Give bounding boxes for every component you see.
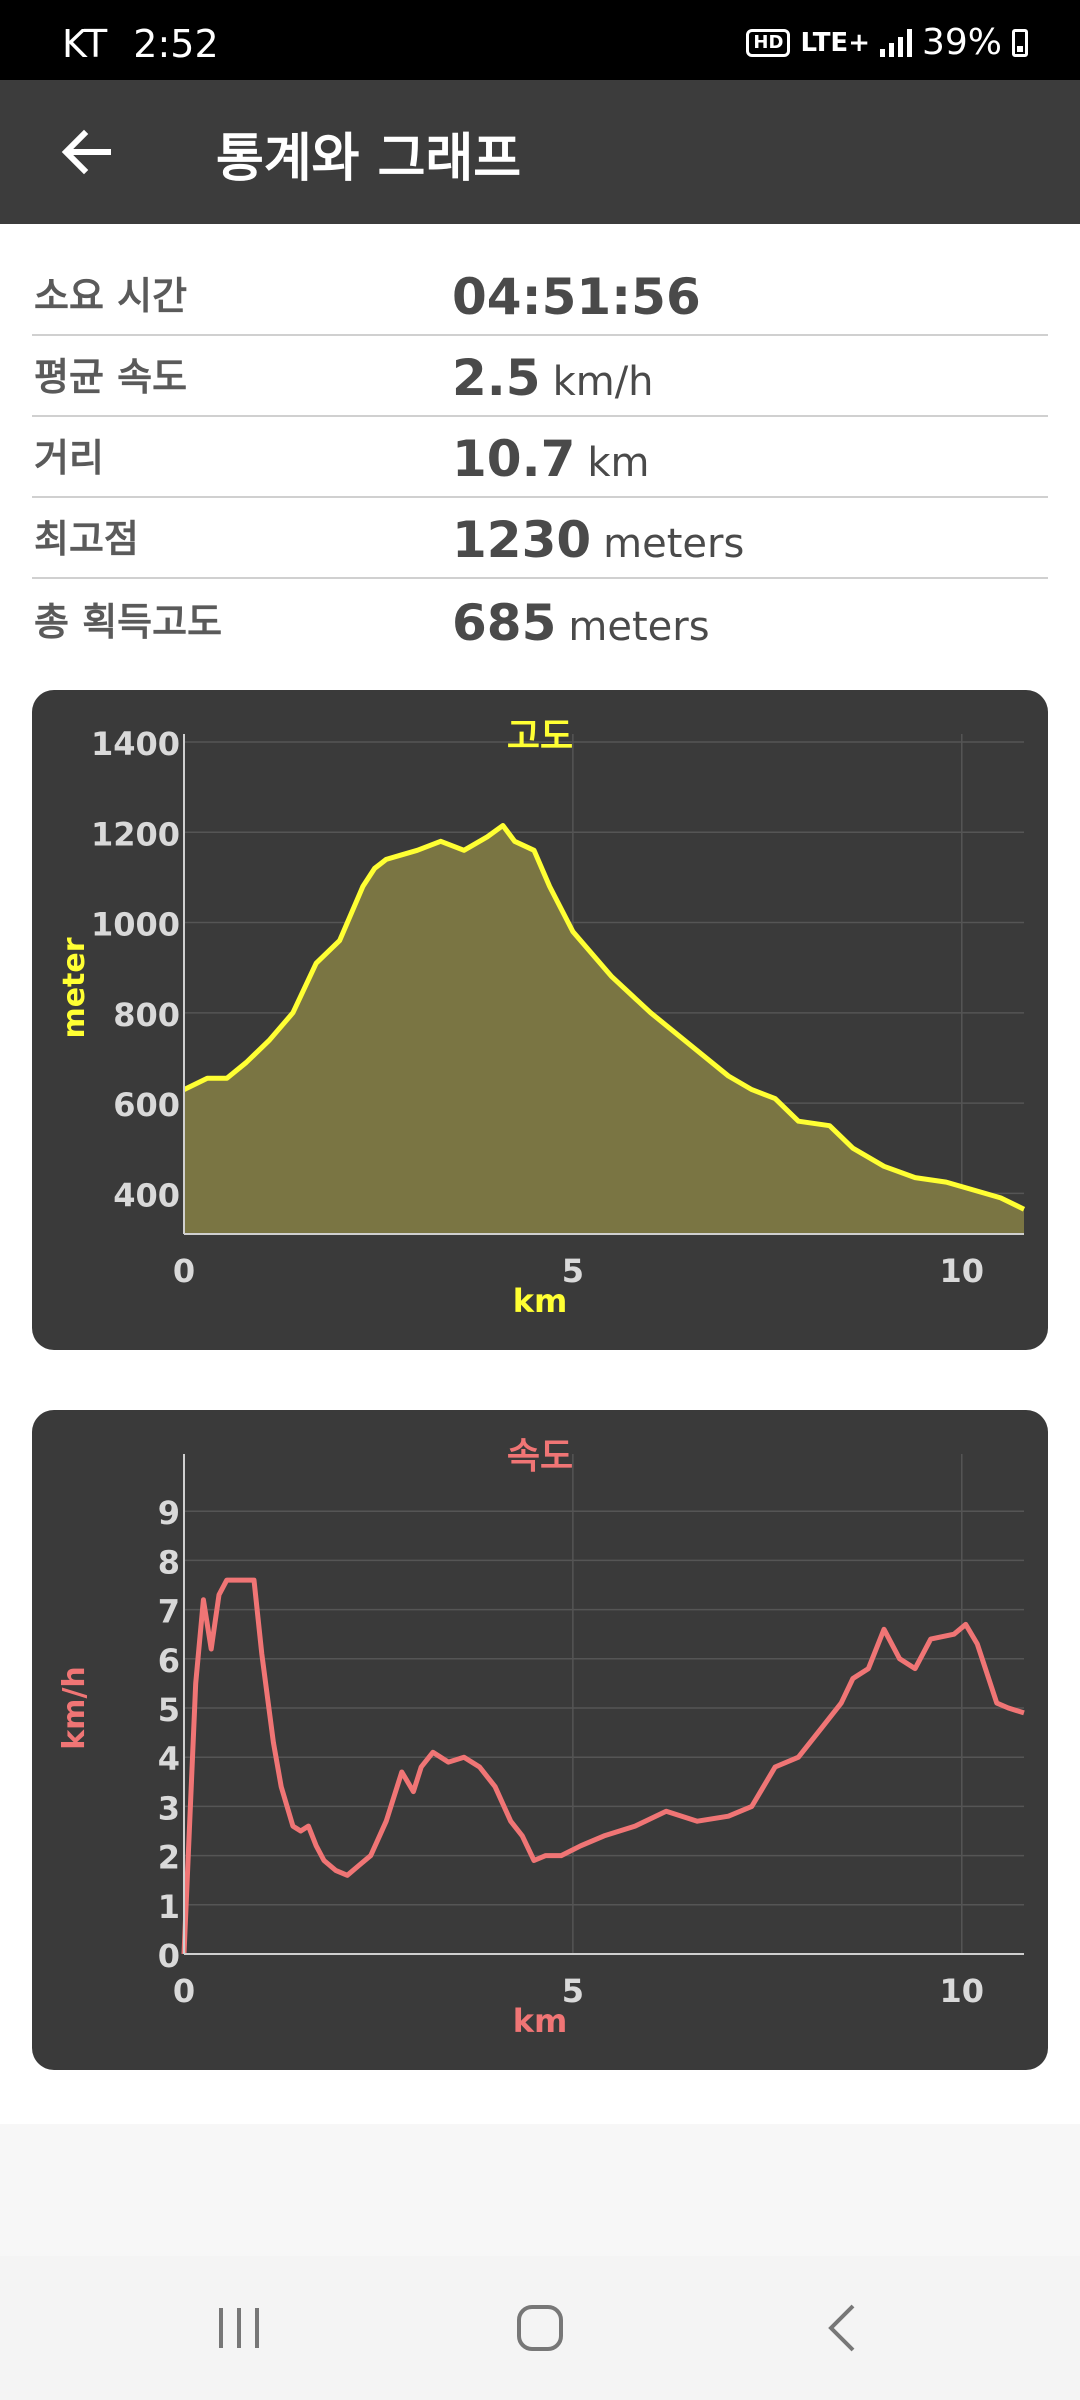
y-tick-label: 400 bbox=[113, 1176, 180, 1214]
signal-icon bbox=[879, 28, 912, 57]
stat-number: 2.5 bbox=[452, 349, 541, 407]
stat-row-distance: 거리 10.7 km bbox=[32, 418, 1048, 498]
x-tick-label: 5 bbox=[562, 1252, 584, 1290]
carrier-label: KT bbox=[62, 22, 108, 66]
stat-row-elevation-gain: 총 획득고도 685 meters bbox=[32, 580, 1048, 660]
speed-chart-card: 0 1 2 3 4 5 6 7 8 9 0 5 10 속도 km km/h bbox=[32, 1410, 1048, 2070]
stat-row-avg-speed: 평균 속도 2.5 km/h bbox=[32, 337, 1048, 417]
stat-number: 685 bbox=[452, 594, 557, 652]
elevation-chart: 400 600 800 1000 1200 1400 0 5 10 고도 km meter bbox=[57, 716, 1026, 1320]
stat-value: 685 meters bbox=[452, 594, 710, 652]
y-tick-label: 2 bbox=[158, 1839, 180, 1877]
x-tick-label: 0 bbox=[173, 1252, 195, 1290]
back-button[interactable] bbox=[44, 110, 128, 194]
stat-value: 1230 meters bbox=[452, 511, 744, 569]
stat-unit: meters bbox=[603, 521, 745, 567]
y-tick-label: 1 bbox=[158, 1888, 180, 1926]
home-icon bbox=[517, 2305, 563, 2351]
x-tick-label: 5 bbox=[562, 1972, 584, 2010]
recent-apps-icon bbox=[219, 2308, 259, 2348]
chevron-left-icon bbox=[828, 2304, 855, 2352]
y-tick-label: 800 bbox=[113, 996, 180, 1034]
x-tick-label: 0 bbox=[173, 1972, 195, 2010]
stat-value: 10.7 km bbox=[452, 430, 650, 488]
status-bar: KT 2:52 HD LTE+ 39% bbox=[0, 0, 1080, 80]
y-tick-label: 1400 bbox=[91, 725, 180, 763]
stat-row-duration: 소요 시간 04:51:56 bbox=[32, 256, 1048, 336]
recent-apps-button[interactable] bbox=[184, 2288, 294, 2368]
speed-chart: 0 1 2 3 4 5 6 7 8 9 0 5 10 속도 km km/h bbox=[57, 1436, 1025, 2040]
clock: 2:52 bbox=[133, 22, 219, 66]
home-button[interactable] bbox=[485, 2288, 595, 2368]
speed-line bbox=[181, 1577, 1025, 1955]
elevation-area bbox=[184, 825, 1024, 1234]
x-tick-label: 10 bbox=[940, 1252, 985, 1290]
stat-unit: meters bbox=[568, 604, 710, 650]
stat-value: 04:51:56 bbox=[452, 268, 713, 326]
x-tick-label: 10 bbox=[940, 1972, 985, 2010]
y-tick-label: 3 bbox=[158, 1789, 180, 1827]
stat-unit: km/h bbox=[552, 359, 654, 405]
y-tick-label: 6 bbox=[158, 1642, 180, 1680]
y-tick-label: 7 bbox=[158, 1593, 180, 1631]
y-axis-label: meter bbox=[57, 937, 92, 1038]
stat-label: 총 획득고도 bbox=[34, 600, 223, 644]
stats-content: 소요 시간 04:51:56 평균 속도 2.5 km/h 거리 10.7 km 최… bbox=[0, 224, 1080, 2124]
back-nav-button[interactable] bbox=[788, 2288, 898, 2368]
chart-title: 고도 bbox=[507, 716, 573, 757]
hd-voice-icon: HD bbox=[746, 28, 791, 57]
y-tick-label: 9 bbox=[158, 1494, 180, 1532]
y-tick-label: 1000 bbox=[91, 906, 180, 944]
stat-number: 1230 bbox=[452, 511, 592, 569]
y-axis-label: km/h bbox=[57, 1666, 92, 1750]
stat-label: 소요 시간 bbox=[34, 274, 188, 318]
battery-percent: 39% bbox=[921, 22, 1002, 63]
arrow-left-icon bbox=[61, 129, 111, 175]
stat-value: 2.5 km/h bbox=[452, 349, 654, 407]
stat-label: 거리 bbox=[34, 436, 104, 480]
stat-unit: km bbox=[587, 440, 650, 486]
network-type: LTE+ bbox=[800, 27, 870, 58]
page-title: 통계와 그래프 bbox=[216, 129, 522, 189]
stat-row-highest-point: 최고점 1230 meters bbox=[32, 499, 1048, 579]
status-right: HD LTE+ 39% bbox=[746, 22, 1028, 63]
system-nav-bar bbox=[0, 2256, 1080, 2400]
y-tick-label: 0 bbox=[158, 1937, 180, 1975]
y-tick-label: 5 bbox=[158, 1691, 180, 1729]
y-tick-label: 8 bbox=[158, 1543, 180, 1581]
y-tick-label: 600 bbox=[113, 1086, 180, 1124]
x-axis-label: km bbox=[513, 2002, 568, 2040]
y-tick-label: 4 bbox=[158, 1740, 180, 1778]
elevation-line bbox=[182, 823, 1026, 1212]
chart-title: 속도 bbox=[507, 1436, 573, 1477]
status-left: KT 2:52 bbox=[62, 22, 219, 66]
stat-number: 04:51:56 bbox=[452, 268, 701, 326]
y-tick-label: 1200 bbox=[91, 815, 180, 853]
stat-label: 평균 속도 bbox=[34, 355, 188, 399]
stat-label: 최고점 bbox=[34, 517, 139, 561]
stat-number: 10.7 bbox=[452, 430, 576, 488]
elevation-chart-card: 400 600 800 1000 1200 1400 0 5 10 고도 km meter bbox=[32, 690, 1048, 1350]
battery-icon bbox=[1012, 28, 1028, 57]
x-axis-label: km bbox=[513, 1282, 568, 1320]
app-bar: 통계와 그래프 bbox=[0, 80, 1080, 224]
